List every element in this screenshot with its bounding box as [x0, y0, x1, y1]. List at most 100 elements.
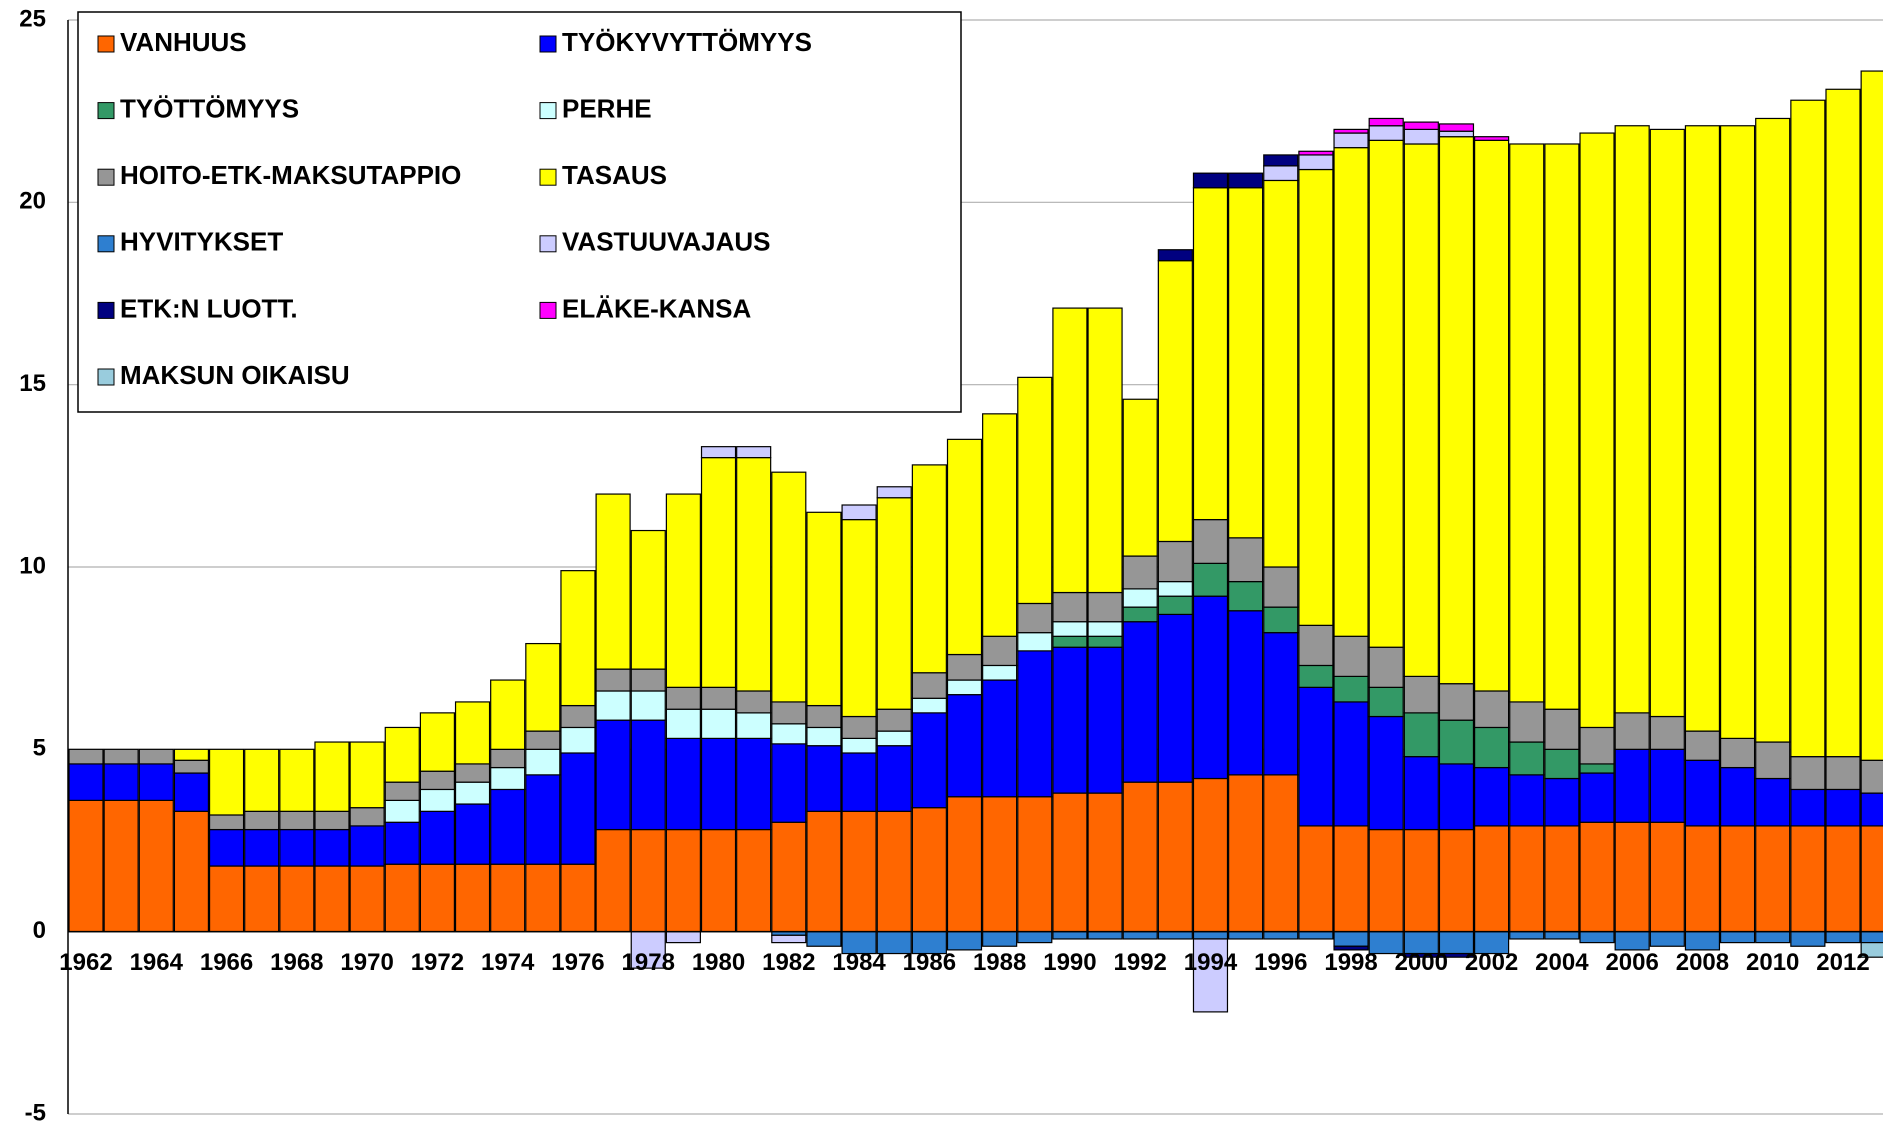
bar-segment: [1157, 931, 1193, 940]
bar-segment: [630, 931, 666, 969]
bar-segment: [1719, 737, 1756, 769]
bar-segment: [1579, 931, 1615, 944]
bar-segment: [1684, 730, 1721, 761]
bar-segment: [946, 931, 983, 951]
bar-segment: [1192, 938, 1229, 1013]
bar-segment: [349, 741, 385, 809]
bar-segment: [1298, 664, 1334, 688]
legend-label: TYÖTTÖMYYS: [120, 93, 299, 123]
bar-segment: [1333, 701, 1369, 827]
bar-segment: [1719, 125, 1756, 739]
bar-segment: [454, 781, 491, 805]
bar-segment: [1790, 788, 1826, 827]
bar-segment: [490, 766, 526, 791]
bar-segment: [1614, 821, 1650, 933]
bar-segment: [1157, 613, 1193, 783]
legend-label: HOITO-ETK-MAKSUTAPPIO: [120, 160, 461, 190]
bar-segment: [1052, 792, 1088, 933]
bar-segment: [490, 863, 526, 933]
bar-segment: [876, 745, 912, 812]
bar-segment: [1684, 825, 1721, 933]
bar-segment: [841, 752, 877, 812]
bar-segment: [1544, 748, 1580, 780]
bar-segment: [806, 810, 842, 933]
bar-segment: [1649, 931, 1685, 947]
bar-segment: [490, 788, 526, 865]
bar-segment: [208, 865, 245, 933]
bar-segment: [1544, 708, 1580, 750]
bar-segment: [314, 741, 350, 812]
bar-segment: [1298, 168, 1334, 626]
legend-swatch: [97, 168, 115, 186]
bar-segment: [1403, 828, 1439, 933]
bar-segment: [1755, 777, 1791, 827]
bar-segment: [841, 504, 877, 521]
bar-segment: [525, 730, 561, 750]
bar-segment: [1263, 632, 1299, 776]
x-tick-label: 2000: [1395, 949, 1448, 976]
bar-segment: [1438, 130, 1475, 138]
bar-segment: [1017, 376, 1053, 605]
bar-segment: [560, 863, 596, 933]
bar-segment: [630, 690, 666, 721]
bar-segment: [736, 712, 772, 739]
x-tick-label: 1974: [481, 949, 535, 976]
bar-segment: [244, 810, 280, 831]
x-tick-label: 1988: [973, 949, 1026, 976]
bar-segment: [1614, 712, 1650, 750]
bar-segment: [244, 865, 280, 933]
bar-segment: [525, 642, 561, 732]
bar-segment: [982, 679, 1018, 798]
bar-segment: [736, 690, 772, 714]
bar-segment: [1087, 621, 1123, 637]
bar-segment: [876, 497, 912, 710]
bar-segment: [1614, 125, 1650, 714]
bar-segment: [1017, 632, 1053, 652]
bar-segment: [700, 737, 737, 831]
bar-segment: [1298, 931, 1334, 940]
bar-segment: [103, 748, 139, 765]
bar-segment: [630, 719, 666, 831]
bar-segment: [946, 679, 983, 696]
bar-segment: [1473, 766, 1510, 827]
bar-segment: [876, 486, 912, 499]
bar-segment: [1368, 646, 1404, 688]
bar-segment: [771, 723, 807, 745]
legend-swatch: [539, 235, 557, 253]
bar-segment: [665, 493, 701, 688]
bar-segment: [1684, 759, 1721, 827]
bar-segment: [911, 464, 947, 674]
bar-segment: [1228, 580, 1264, 612]
bar-segment: [1052, 591, 1088, 623]
bar-segment: [384, 781, 420, 801]
bar-segment: [68, 748, 104, 765]
legend-label: HYVITYKSET: [120, 227, 283, 257]
bar-segment: [1192, 562, 1229, 597]
legend-label: VANHUUS: [120, 27, 247, 57]
bar-segment: [911, 697, 947, 714]
bar-segment: [1438, 123, 1475, 132]
bar-segment: [1860, 70, 1883, 761]
bar-segment: [1473, 726, 1510, 769]
bar-segment: [1438, 952, 1475, 958]
x-tick-label: 1992: [1114, 949, 1167, 976]
bar-segment: [1263, 165, 1299, 182]
bar-segment: [173, 759, 210, 774]
bar-segment: [1157, 580, 1193, 597]
bar-segment: [946, 653, 983, 681]
bar-segment: [1333, 128, 1369, 134]
bar-segment: [1017, 931, 1053, 944]
bar-segment: [1473, 690, 1510, 729]
bar-segment: [1052, 307, 1088, 594]
bar-segment: [1333, 825, 1369, 933]
bar-segment: [806, 931, 842, 947]
bar-segment: [1368, 139, 1404, 648]
bar-segment: [349, 807, 385, 827]
bar-segment: [1087, 591, 1123, 623]
bar-segment: [1157, 540, 1193, 583]
x-tick-label: 1982: [762, 949, 815, 976]
bar-segment: [1122, 781, 1158, 933]
bar-segment: [314, 828, 350, 867]
